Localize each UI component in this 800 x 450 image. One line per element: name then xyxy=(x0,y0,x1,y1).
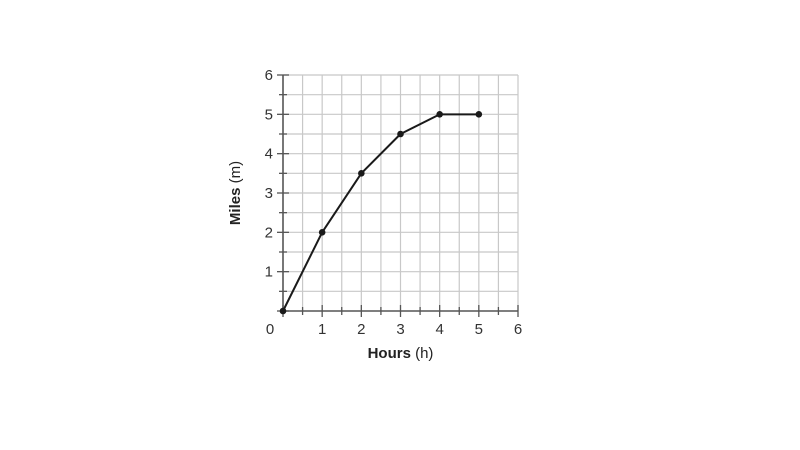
y-axis-title: Miles (m) xyxy=(227,161,244,225)
x-tick-label: 1 xyxy=(318,321,326,338)
y-axis-title-main: Miles xyxy=(227,188,244,226)
data-series xyxy=(279,111,483,315)
x-tick-label: 6 xyxy=(514,321,522,338)
y-tick-label: 6 xyxy=(265,67,273,84)
y-tick-label: 2 xyxy=(265,224,273,241)
data-point xyxy=(475,111,483,118)
y-tick-label: 5 xyxy=(265,106,273,123)
x-tick-label: 0 xyxy=(266,321,274,338)
y-tick-labels: 1 2 3 4 5 6 xyxy=(265,67,273,281)
x-tick-label: 2 xyxy=(357,321,365,338)
y-tick-label: 3 xyxy=(265,185,273,202)
y-tick-label: 1 xyxy=(265,264,273,281)
x-axis-title-unit: (h) xyxy=(411,345,434,362)
x-axis-title-main: Hours xyxy=(368,345,411,362)
y-tick-label: 4 xyxy=(265,146,273,163)
data-point xyxy=(436,111,443,118)
data-point xyxy=(397,130,404,138)
series-line xyxy=(282,113,479,312)
data-point xyxy=(318,229,326,236)
axes xyxy=(277,74,519,317)
data-point xyxy=(279,307,287,315)
x-tick-label: 4 xyxy=(435,321,443,338)
x-axis-title: Hours (h) xyxy=(368,345,434,362)
grid xyxy=(283,74,519,311)
x-tick-labels: 0 1 2 3 4 5 6 xyxy=(266,321,522,338)
x-tick-label: 5 xyxy=(475,321,483,338)
y-axis-title-unit: (m) xyxy=(227,161,244,188)
data-point xyxy=(358,170,365,177)
x-tick-label: 3 xyxy=(396,321,404,338)
